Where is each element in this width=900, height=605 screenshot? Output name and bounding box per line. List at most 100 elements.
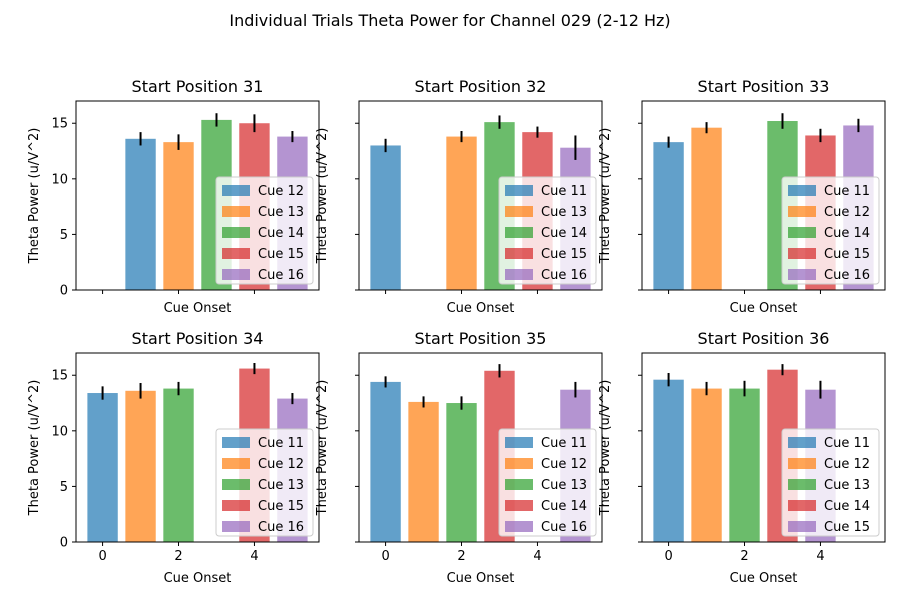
- subplot-6: Start Position 36 0 2 4 Cue Onset Theta Power…: [598, 329, 886, 586]
- legend-swatch: [505, 185, 533, 196]
- bar-cue-12: [125, 390, 156, 542]
- x-tick-label: 2: [457, 549, 465, 564]
- legend-swatch: [788, 269, 816, 280]
- subplot-title: Start Position 31: [132, 77, 264, 96]
- legend-swatch: [788, 521, 816, 532]
- legend-label: Cue 11: [541, 184, 587, 199]
- legend-swatch: [505, 227, 533, 238]
- legend-label: Cue 11: [824, 436, 870, 451]
- y-tick-label: 10: [51, 172, 68, 187]
- legend-swatch: [222, 206, 250, 217]
- legend-label: Cue 16: [541, 520, 587, 535]
- x-tick-label: 0: [664, 549, 672, 564]
- legend-label: Cue 16: [258, 268, 304, 283]
- y-tick-label: 5: [60, 228, 68, 243]
- bar-cue-13: [163, 388, 194, 542]
- y-tick-label: 0: [60, 284, 68, 299]
- legend-label: Cue 12: [258, 457, 304, 472]
- legend-label: Cue 14: [258, 226, 304, 241]
- subplot-title: Start Position 34: [132, 329, 264, 348]
- x-tick-label: 0: [98, 549, 106, 564]
- legend-label: Cue 14: [824, 499, 870, 514]
- plot-frame: [358, 352, 603, 543]
- legend-label: Cue 15: [824, 520, 870, 535]
- legend-swatch: [222, 437, 250, 448]
- x-axis-label: Cue Onset: [730, 571, 798, 586]
- x-axis-label: Cue Onset: [447, 571, 515, 586]
- legend-label: Cue 15: [258, 247, 304, 262]
- y-axis-label: Theta Power (u/V^2): [598, 128, 613, 265]
- legend-swatch: [505, 206, 533, 217]
- plot-frame: [641, 352, 886, 543]
- bar-cue-13: [163, 142, 194, 290]
- y-axis-label: Theta Power (u/V^2): [598, 380, 613, 517]
- y-axis-label: Theta Power (u/V^2): [315, 128, 330, 265]
- legend-swatch: [222, 458, 250, 469]
- bar-cue-12: [691, 388, 722, 542]
- legend: Cue 11 Cue 12 Cue 13 Cue 15 Cue 16: [215, 428, 314, 537]
- legend-swatch: [788, 500, 816, 511]
- legend-label: Cue 14: [824, 226, 870, 241]
- y-tick-label: 0: [60, 536, 68, 551]
- legend-swatch: [505, 269, 533, 280]
- legend-swatch: [505, 500, 533, 511]
- subplot-title: Start Position 36: [698, 329, 830, 348]
- legend-swatch: [222, 521, 250, 532]
- legend-swatch: [222, 248, 250, 259]
- y-tick-label: 10: [51, 424, 68, 439]
- x-tick-label: 2: [740, 549, 748, 564]
- y-tick-label: 5: [60, 480, 68, 495]
- legend-swatch: [788, 458, 816, 469]
- bar-cue-11: [370, 381, 401, 542]
- legend: Cue 11 Cue 13 Cue 14 Cue 15 Cue 16: [498, 176, 597, 285]
- legend-swatch: [788, 185, 816, 196]
- legend-label: Cue 13: [824, 478, 870, 493]
- x-tick-label: 4: [816, 549, 824, 564]
- legend-label: Cue 14: [541, 226, 587, 241]
- y-axis-label: Theta Power (u/V^2): [315, 380, 330, 517]
- x-tick-label: 4: [250, 549, 258, 564]
- legend-swatch: [222, 185, 250, 196]
- subplot-4: Start Position 34 0 2 4 0 5 10 15 Cue Onset Theta…: [27, 329, 320, 586]
- legend-swatch: [222, 269, 250, 280]
- legend-swatch: [788, 479, 816, 490]
- subplot-title: Start Position 35: [415, 329, 547, 348]
- x-axis-label: Cue Onset: [164, 301, 232, 316]
- legend-swatch: [505, 479, 533, 490]
- y-tick-label: 15: [51, 117, 68, 132]
- subplot-5: Start Position 35 0 2 4 Cue Onset Theta Power…: [315, 329, 603, 586]
- subplot-2: Start Position 32 Cue Onset Theta Power (u…: [315, 77, 603, 316]
- bar-cue-13: [446, 403, 477, 542]
- bar-cue-12: [125, 138, 156, 290]
- legend-swatch: [788, 227, 816, 238]
- legend-swatch: [788, 437, 816, 448]
- legend-label: Cue 11: [824, 184, 870, 199]
- plot-frame: [358, 100, 603, 291]
- legend-label: Cue 12: [824, 457, 870, 472]
- legend-label: Cue 12: [541, 457, 587, 472]
- legend-label: Cue 12: [258, 184, 304, 199]
- legend-label: Cue 16: [541, 268, 587, 283]
- bar-cue-11: [370, 145, 401, 290]
- legend-label: Cue 15: [824, 247, 870, 262]
- legend-label: Cue 14: [541, 499, 587, 514]
- bar-cue-11: [653, 142, 684, 290]
- plot-frame: [75, 352, 320, 543]
- legend: Cue 12 Cue 13 Cue 14 Cue 15 Cue 16: [215, 176, 314, 285]
- bar-cue-13: [446, 136, 477, 290]
- legend: Cue 11 Cue 12 Cue 13 Cue 14 Cue 16: [498, 428, 597, 537]
- y-tick-label: 15: [51, 369, 68, 384]
- legend-label: Cue 13: [258, 478, 304, 493]
- legend-label: Cue 15: [541, 247, 587, 262]
- legend-label: Cue 11: [541, 436, 587, 451]
- subplot-1: Start Position 31 0 5 10 15 Cue Onset Theta Po…: [27, 77, 320, 316]
- legend-swatch: [505, 248, 533, 259]
- legend-swatch: [505, 458, 533, 469]
- legend-label: Cue 16: [824, 268, 870, 283]
- subplot-title: Start Position 32: [415, 77, 547, 96]
- legend: Cue 11 Cue 12 Cue 14 Cue 15 Cue 16: [781, 176, 880, 285]
- legend-label: Cue 11: [258, 436, 304, 451]
- legend-label: Cue 16: [258, 520, 304, 535]
- y-axis-label: Theta Power (u/V^2): [27, 128, 42, 265]
